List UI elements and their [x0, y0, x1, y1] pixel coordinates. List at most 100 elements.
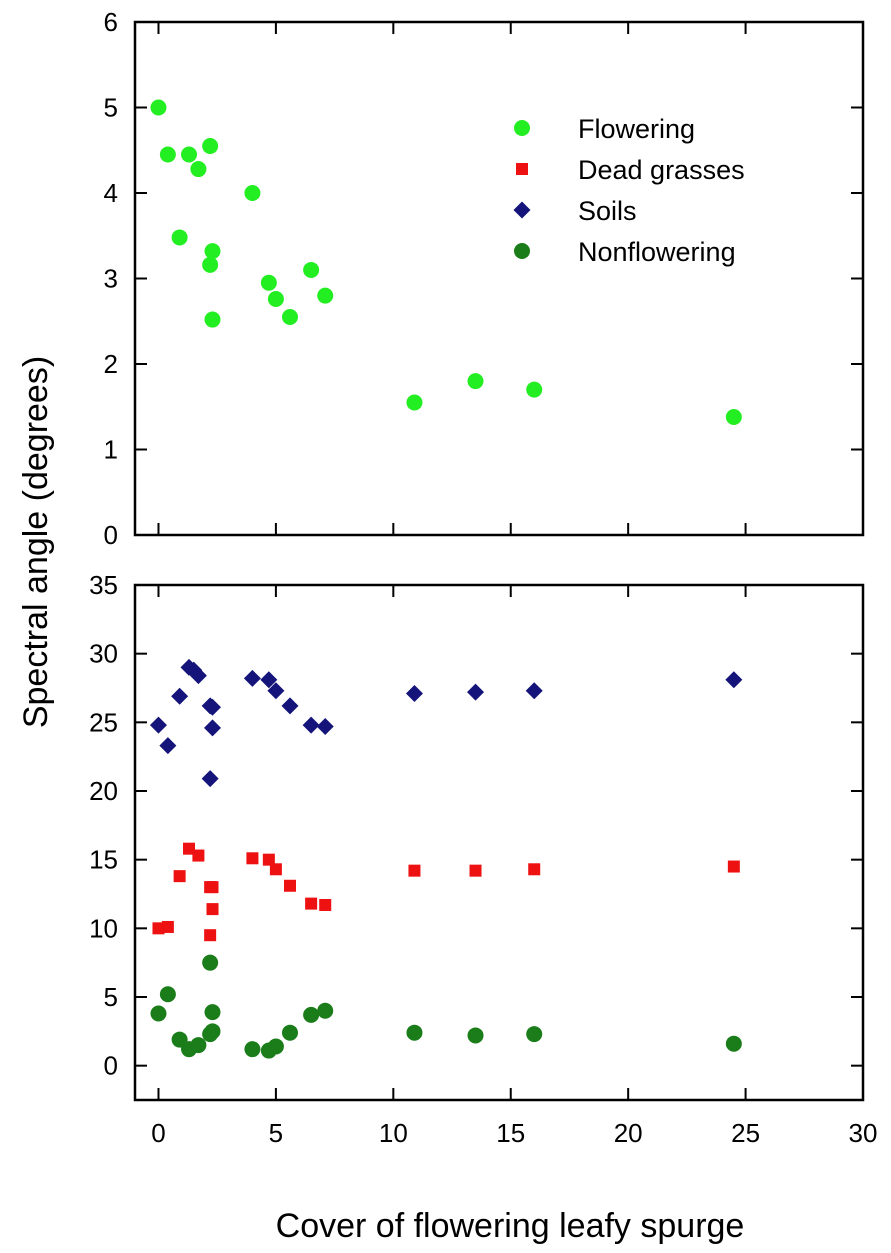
x-tick-label: 25: [731, 1118, 760, 1148]
flowering-point: [317, 287, 334, 304]
dead-grasses-point: [305, 897, 318, 910]
dead-grasses-point: [206, 903, 219, 916]
y-tick-label: 0: [104, 520, 118, 550]
soils-point: [281, 697, 299, 715]
soils-point: [189, 667, 207, 685]
nonflowering-point: [150, 1005, 167, 1022]
dead-grasses-point: [161, 920, 174, 933]
y-tick-label: 6: [104, 7, 118, 37]
dead-grasses-point: [192, 849, 205, 862]
nonflowering-point: [244, 1041, 261, 1058]
flowering-point: [260, 274, 277, 291]
soils-point: [302, 716, 320, 734]
y-tick-label: 35: [89, 570, 118, 600]
dead-grasses-point: [183, 842, 196, 855]
soils-point: [260, 671, 278, 689]
dead-grasses-point: [727, 860, 740, 873]
dead-grasses-point: [173, 870, 186, 883]
x-tick-label: 30: [849, 1118, 878, 1148]
y-axis-label: Spectral angle (degrees): [17, 356, 55, 728]
flowering-point: [467, 373, 484, 390]
nonflowering-point: [725, 1035, 742, 1052]
nonflowering-point: [467, 1027, 484, 1044]
flowering-point: [190, 161, 207, 178]
y-tick-label: 25: [89, 707, 118, 737]
y-tick-label: 30: [89, 639, 118, 669]
flowering-point: [281, 308, 298, 325]
flowering-point: [244, 185, 261, 201]
dead-grasses-point: [319, 898, 332, 911]
y-tick-label: 4: [104, 178, 118, 208]
legend-marker-flowering: [514, 120, 530, 136]
dead-grasses-point: [206, 881, 219, 894]
soils-point: [316, 717, 334, 735]
y-tick-label: 15: [89, 845, 118, 875]
flowering-point: [204, 311, 221, 328]
dead-grasses-point: [262, 853, 275, 866]
soils-point: [159, 737, 177, 755]
soils-point: [171, 687, 189, 705]
legend-marker-nonflowering: [514, 243, 530, 259]
y-tick-label: 5: [104, 982, 118, 1012]
nonflowering-point: [204, 1004, 221, 1021]
flowering-point: [181, 146, 198, 163]
nonflowering-point: [281, 1024, 298, 1041]
y-tick-label: 2: [104, 349, 118, 379]
x-tick-label: 0: [151, 1118, 165, 1148]
nonflowering-point: [267, 1038, 284, 1055]
plot-frame: [133, 583, 865, 1102]
x-tick-label: 20: [614, 1118, 643, 1148]
flowering-point: [202, 256, 219, 273]
bottom-panel: 0 5 10 15 20 25 30 35 0 5 10 15 20 25 30: [89, 570, 877, 1148]
soils-point: [405, 684, 423, 702]
nonflowering-point: [204, 1023, 221, 1040]
flowering-point: [303, 261, 320, 278]
plot-frame: [133, 20, 865, 537]
nonflowering-point: [526, 1026, 543, 1043]
soils-point: [149, 716, 167, 734]
legend-label-nonflowering: Nonflowering: [578, 237, 736, 267]
y-tick-label: 3: [104, 264, 118, 294]
nonflowering-point: [317, 1002, 334, 1019]
legend-marker-dead-grasses: [516, 163, 528, 175]
soils-point: [243, 669, 261, 687]
flowering-point: [526, 381, 543, 398]
nonflowering-point: [159, 986, 176, 1003]
legend-label-soils: Soils: [578, 196, 637, 226]
legend-label-flowering: Flowering: [578, 114, 695, 144]
soils-point: [467, 683, 485, 701]
flowering-point: [150, 99, 167, 116]
dead-grasses-point: [152, 922, 165, 935]
y-tick-label: 10: [89, 913, 118, 943]
dead-grasses-point: [528, 863, 541, 876]
y-tick-label: 20: [89, 776, 118, 806]
x-tick-label: 10: [379, 1118, 408, 1148]
soils-point: [201, 770, 219, 788]
soils-point: [725, 671, 743, 689]
dead-grasses-point: [204, 929, 217, 942]
dead-grasses-point: [408, 864, 421, 877]
top-panel: 0 1 2 3 4 5 6: [104, 7, 865, 550]
soils-point: [203, 698, 221, 716]
x-tick-label: 5: [269, 1118, 283, 1148]
nonflowering-point: [303, 1006, 320, 1023]
soils-point: [267, 682, 285, 700]
dead-grasses-point: [246, 852, 259, 865]
dead-grasses-point: [283, 879, 296, 892]
y-tick-label: 0: [104, 1051, 118, 1081]
flowering-point: [406, 394, 423, 411]
soils-point: [203, 719, 221, 737]
x-axis-label: Cover of flowering leafy spurge: [276, 1207, 745, 1245]
legend-marker-soils: [513, 201, 531, 219]
flowering-point: [204, 243, 221, 260]
flowering-point: [171, 229, 188, 246]
legend: Flowering Dead grasses Soils Nonflowering: [513, 114, 745, 267]
dead-grasses-point: [269, 863, 282, 876]
flowering-point: [725, 409, 742, 426]
nonflowering-point: [190, 1037, 207, 1054]
y-tick-label: 1: [104, 435, 118, 465]
nonflowering-point: [406, 1024, 423, 1041]
y-tick-label: 5: [104, 93, 118, 123]
soils-point: [525, 682, 543, 700]
